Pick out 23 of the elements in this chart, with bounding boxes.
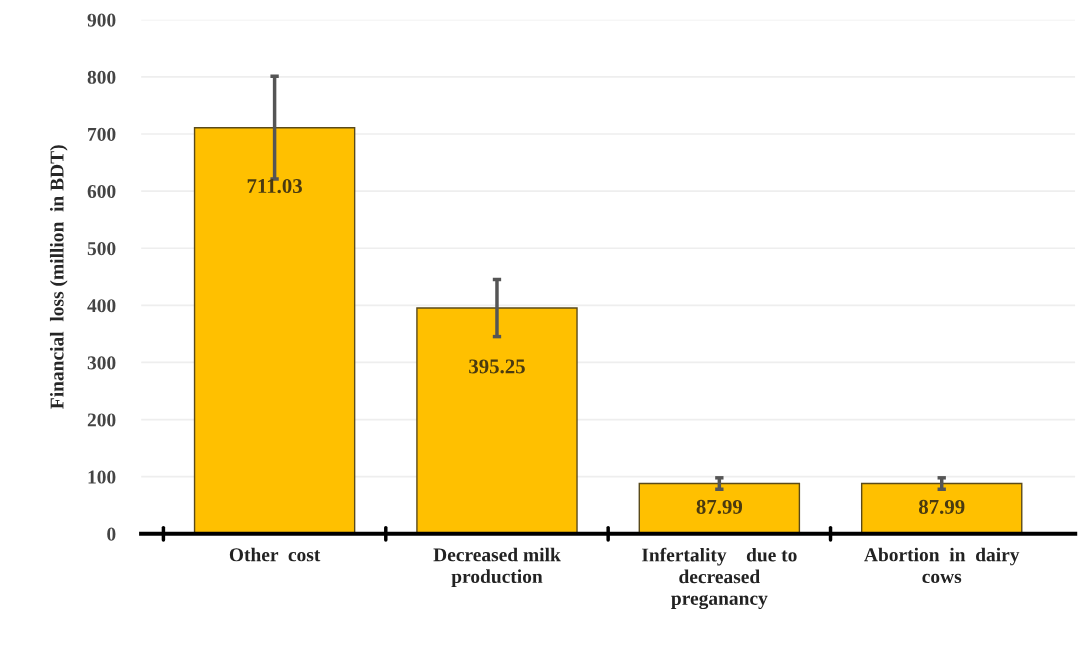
x-tick-label: Other cost [229, 547, 321, 562]
y-tick-label: 0 [107, 527, 116, 541]
y-tick-label: 600 [87, 184, 116, 199]
y-axis-title: Financial loss (million in BDT) [49, 145, 68, 409]
bar [638, 482, 801, 534]
data-label: 87.99 [918, 499, 965, 514]
y-tick-label: 800 [87, 70, 116, 84]
y-tick-label: 300 [87, 356, 116, 370]
y-tick-label: 200 [87, 413, 116, 427]
y-tick-label: 900 [87, 13, 116, 27]
x-tick-label: Abortion in dairy cows [864, 547, 1020, 584]
y-tick-label: 100 [88, 470, 116, 484]
y-tick-label: 400 [87, 299, 116, 313]
bar [860, 482, 1023, 534]
y-tick-label: 700 [88, 127, 116, 141]
bar [416, 307, 578, 534]
x-tick-label: Infertality due to decreased preganancy [641, 547, 797, 610]
y-tick-label: 500 [87, 242, 116, 256]
x-tick-label: Decreased milk production [433, 547, 561, 587]
bar [193, 127, 356, 534]
data-label: 395.25 [469, 359, 525, 374]
data-label: 711.03 [247, 178, 302, 194]
data-label: 87.99 [696, 499, 743, 514]
